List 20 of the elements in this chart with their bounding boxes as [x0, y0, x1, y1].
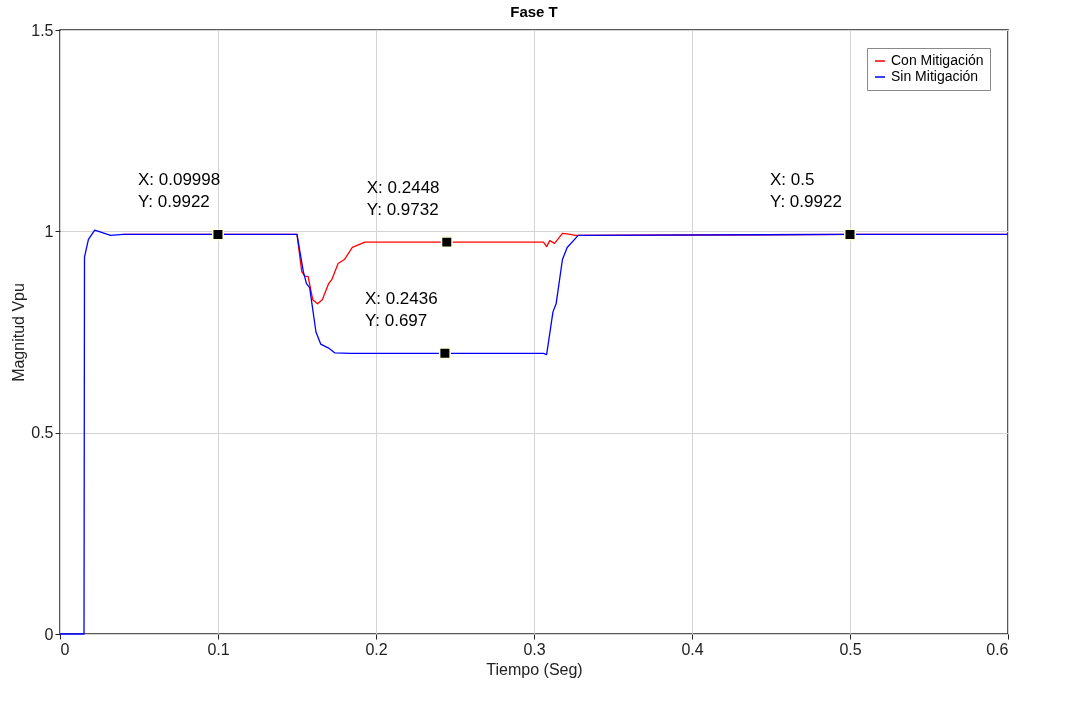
y-tick-label: 0	[44, 625, 54, 643]
x-tick-label: 0.5	[839, 640, 862, 658]
x-tick-label: 0.2	[365, 640, 388, 658]
chart-title: Fase T	[510, 3, 558, 20]
annotation: X: 0.2448 Y: 0.9732	[366, 178, 440, 220]
x-tick-label: 0.4	[681, 640, 704, 658]
x-axis-title: Tiempo (Seg)	[486, 660, 583, 678]
annotation: X: 0.2436 Y: 0.697	[364, 289, 438, 331]
x-tick-label: 0.3	[523, 640, 546, 658]
annotation: X: 0.09998 Y: 0.9922	[137, 170, 221, 212]
legend-label: Sin Mitigación	[891, 68, 979, 84]
x-tick-label: 0.6	[986, 640, 1009, 658]
x-tick-label: 0	[60, 640, 70, 658]
x-tick-label: 0.1	[207, 640, 230, 658]
y-tick-label: 1	[44, 222, 54, 240]
legend-label: Con Mitigación	[891, 52, 984, 68]
y-axis-title: Magnitud Vpu	[10, 283, 28, 382]
y-tick-label: 1.5	[31, 21, 54, 39]
y-tick-label: 0.5	[31, 424, 54, 442]
annotation: X: 0.5 Y: 0.9922	[770, 170, 842, 212]
